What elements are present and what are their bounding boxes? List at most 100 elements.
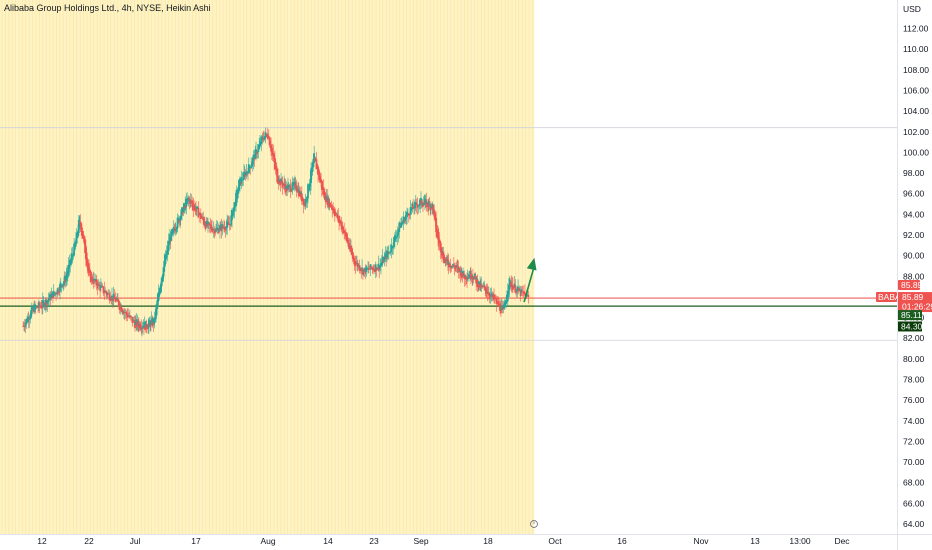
arrow-shaft — [523, 265, 536, 303]
candles — [22, 127, 530, 337]
candle-body — [267, 135, 269, 139]
candle-body — [218, 230, 221, 232]
price-tick-label: 78.00 — [903, 374, 925, 384]
candle-body — [516, 288, 519, 292]
candle-body — [141, 327, 144, 329]
time-tick-label: 13 — [750, 536, 760, 546]
currency-label[interactable]: USD — [903, 4, 921, 14]
candle-body — [387, 252, 389, 255]
candle-body — [184, 204, 187, 208]
candle-body — [463, 274, 466, 279]
candle-body — [115, 299, 118, 301]
candle-body — [199, 213, 202, 219]
candle-body — [49, 296, 52, 301]
candle-body — [168, 241, 171, 245]
candle-body — [161, 276, 164, 283]
symbol-tag-text: BABA — [878, 292, 901, 302]
time-tick-label: 18 — [483, 536, 493, 546]
candle-body — [343, 230, 346, 234]
candle-body — [475, 278, 478, 281]
candle-body — [355, 263, 358, 265]
candle-body — [426, 202, 429, 206]
candle-body — [327, 197, 329, 201]
candle-body — [45, 299, 47, 305]
candle-body — [211, 229, 214, 231]
candle-body — [466, 278, 468, 280]
time-tick-label: 16 — [617, 536, 627, 546]
candle-body — [399, 227, 402, 229]
candle-body — [315, 159, 318, 170]
candle-body — [417, 205, 420, 207]
clock-icon[interactable] — [530, 520, 538, 528]
candle-body — [242, 179, 245, 180]
time-tick-label: 23 — [369, 536, 379, 546]
candle-body — [362, 268, 364, 275]
time-tick-label: Dec — [834, 536, 850, 546]
candle-body — [452, 265, 455, 267]
candle-body — [179, 219, 182, 221]
last-price-tag-upper-text: 85.89 — [901, 280, 923, 290]
candle-body — [427, 204, 430, 208]
price-tick-label: 100.00 — [903, 147, 929, 157]
time-axis[interactable]: 12 22 Jul 17 Aug 14 23 Sep 18 Oct 16 Nov 13 13:00 Dec — [37, 536, 850, 546]
price-tick-label: 70.00 — [903, 457, 925, 467]
candle-body — [88, 269, 91, 273]
candle-body — [259, 143, 262, 145]
support-low-price-tag — [898, 321, 922, 332]
candle-body — [307, 184, 309, 199]
candle-body — [278, 179, 281, 182]
candle-body — [505, 294, 508, 303]
candle-body — [405, 214, 408, 220]
candle-body — [438, 239, 441, 243]
candle-body — [239, 181, 242, 185]
candle-body — [329, 202, 332, 208]
price-tick-label: 102.00 — [903, 127, 929, 137]
candle-body — [393, 235, 396, 243]
candle-body — [340, 222, 343, 230]
candle-body — [23, 326, 26, 328]
candle-body — [366, 268, 369, 270]
price-tick-label: 90.00 — [903, 251, 925, 261]
candle-body — [300, 193, 303, 202]
candle-body — [126, 313, 129, 318]
chart-title: Alibaba Group Holdings Ltd., 4h, NYSE, H… — [4, 3, 211, 13]
price-axis[interactable]: 112.00 110.00 108.00 106.00 104.00 102.00 100.… — [903, 24, 929, 529]
price-tick-label: 106.00 — [903, 86, 929, 96]
candle-body — [403, 219, 406, 223]
time-tick-label: Sep — [413, 536, 428, 546]
candle-body — [415, 203, 418, 206]
candle-body — [368, 268, 371, 270]
candle-body — [233, 202, 236, 212]
candle-body — [406, 211, 408, 217]
highlight-bands — [0, 0, 535, 534]
current-price-tag — [898, 292, 932, 313]
candle-body — [123, 312, 126, 313]
candle-body — [58, 291, 61, 293]
candle-body — [175, 229, 178, 230]
candle-body — [320, 179, 322, 184]
candle-body — [74, 243, 76, 250]
candle-body — [241, 179, 244, 181]
candle-body — [59, 283, 61, 292]
candle-body — [33, 307, 36, 313]
time-tick-label: 12 — [37, 536, 47, 546]
candle-body — [27, 319, 30, 321]
candle-body — [34, 306, 37, 308]
candle-body — [290, 189, 293, 191]
candle-body — [459, 269, 462, 277]
candle-body — [37, 307, 39, 308]
candle-body — [454, 267, 457, 269]
up-arrow-icon[interactable] — [523, 257, 537, 303]
candle-body — [324, 196, 327, 202]
candle-body — [96, 282, 99, 289]
candle-body — [281, 182, 284, 188]
price-tick-label: 96.00 — [903, 189, 925, 199]
arrow-head — [526, 257, 537, 271]
price-tick-label: 104.00 — [903, 106, 929, 116]
candle-body — [94, 280, 96, 282]
candle-body — [461, 274, 464, 277]
price-tick-label: 112.00 — [903, 24, 929, 34]
candle-body — [333, 211, 336, 217]
